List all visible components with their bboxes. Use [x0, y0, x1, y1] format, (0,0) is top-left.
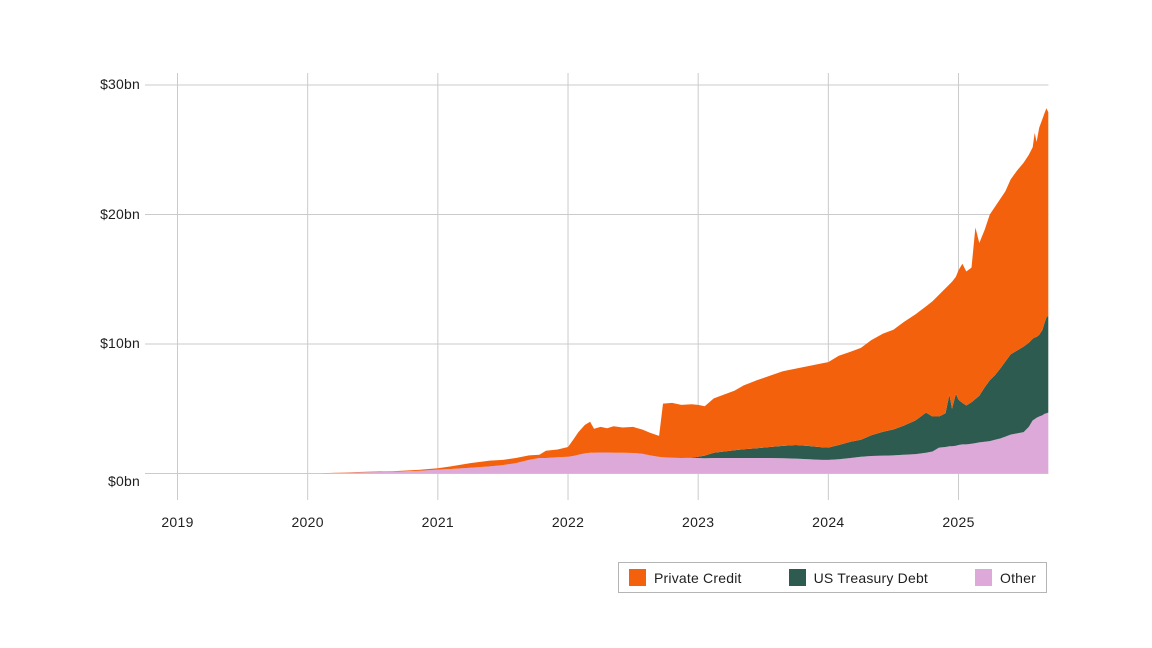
y-tick-label-0bn: $0bn: [108, 472, 140, 489]
x-tick-label-2019: 2019: [161, 514, 194, 530]
legend-item-private-credit: Private Credit: [629, 569, 742, 586]
private-credit-swatch-icon: [629, 569, 646, 586]
x-tick-label-2021: 2021: [421, 514, 454, 530]
legend-label-other: Other: [999, 569, 1036, 586]
y-tick-label-20bn: $20bn: [100, 205, 140, 222]
legend-label-private-credit: Private Credit: [654, 569, 742, 586]
x-tick-label-2022: 2022: [551, 514, 585, 530]
legend: Private Credit US Treasury Debt Other: [618, 562, 1047, 593]
x-tick-label-2024: 2024: [812, 514, 845, 530]
area-private-credit: [320, 108, 1049, 474]
x-tick-label-2023: 2023: [681, 514, 715, 530]
legend-item-us-treasury-debt: US Treasury Debt: [788, 569, 929, 586]
area-other: [320, 412, 1049, 474]
y-tick-label-30bn: $30bn: [100, 76, 140, 92]
y-tick-label-10bn: $10bn: [100, 335, 140, 351]
legend-label-us-treasury-debt: US Treasury Debt: [813, 569, 929, 586]
legend-item-other: Other: [974, 569, 1036, 586]
x-tick-label-2025: 2025: [942, 514, 975, 530]
us-treasury-debt-swatch-icon: [788, 569, 806, 586]
x-tick-label-2020: 2020: [291, 514, 324, 530]
other-swatch-icon: [974, 569, 992, 586]
